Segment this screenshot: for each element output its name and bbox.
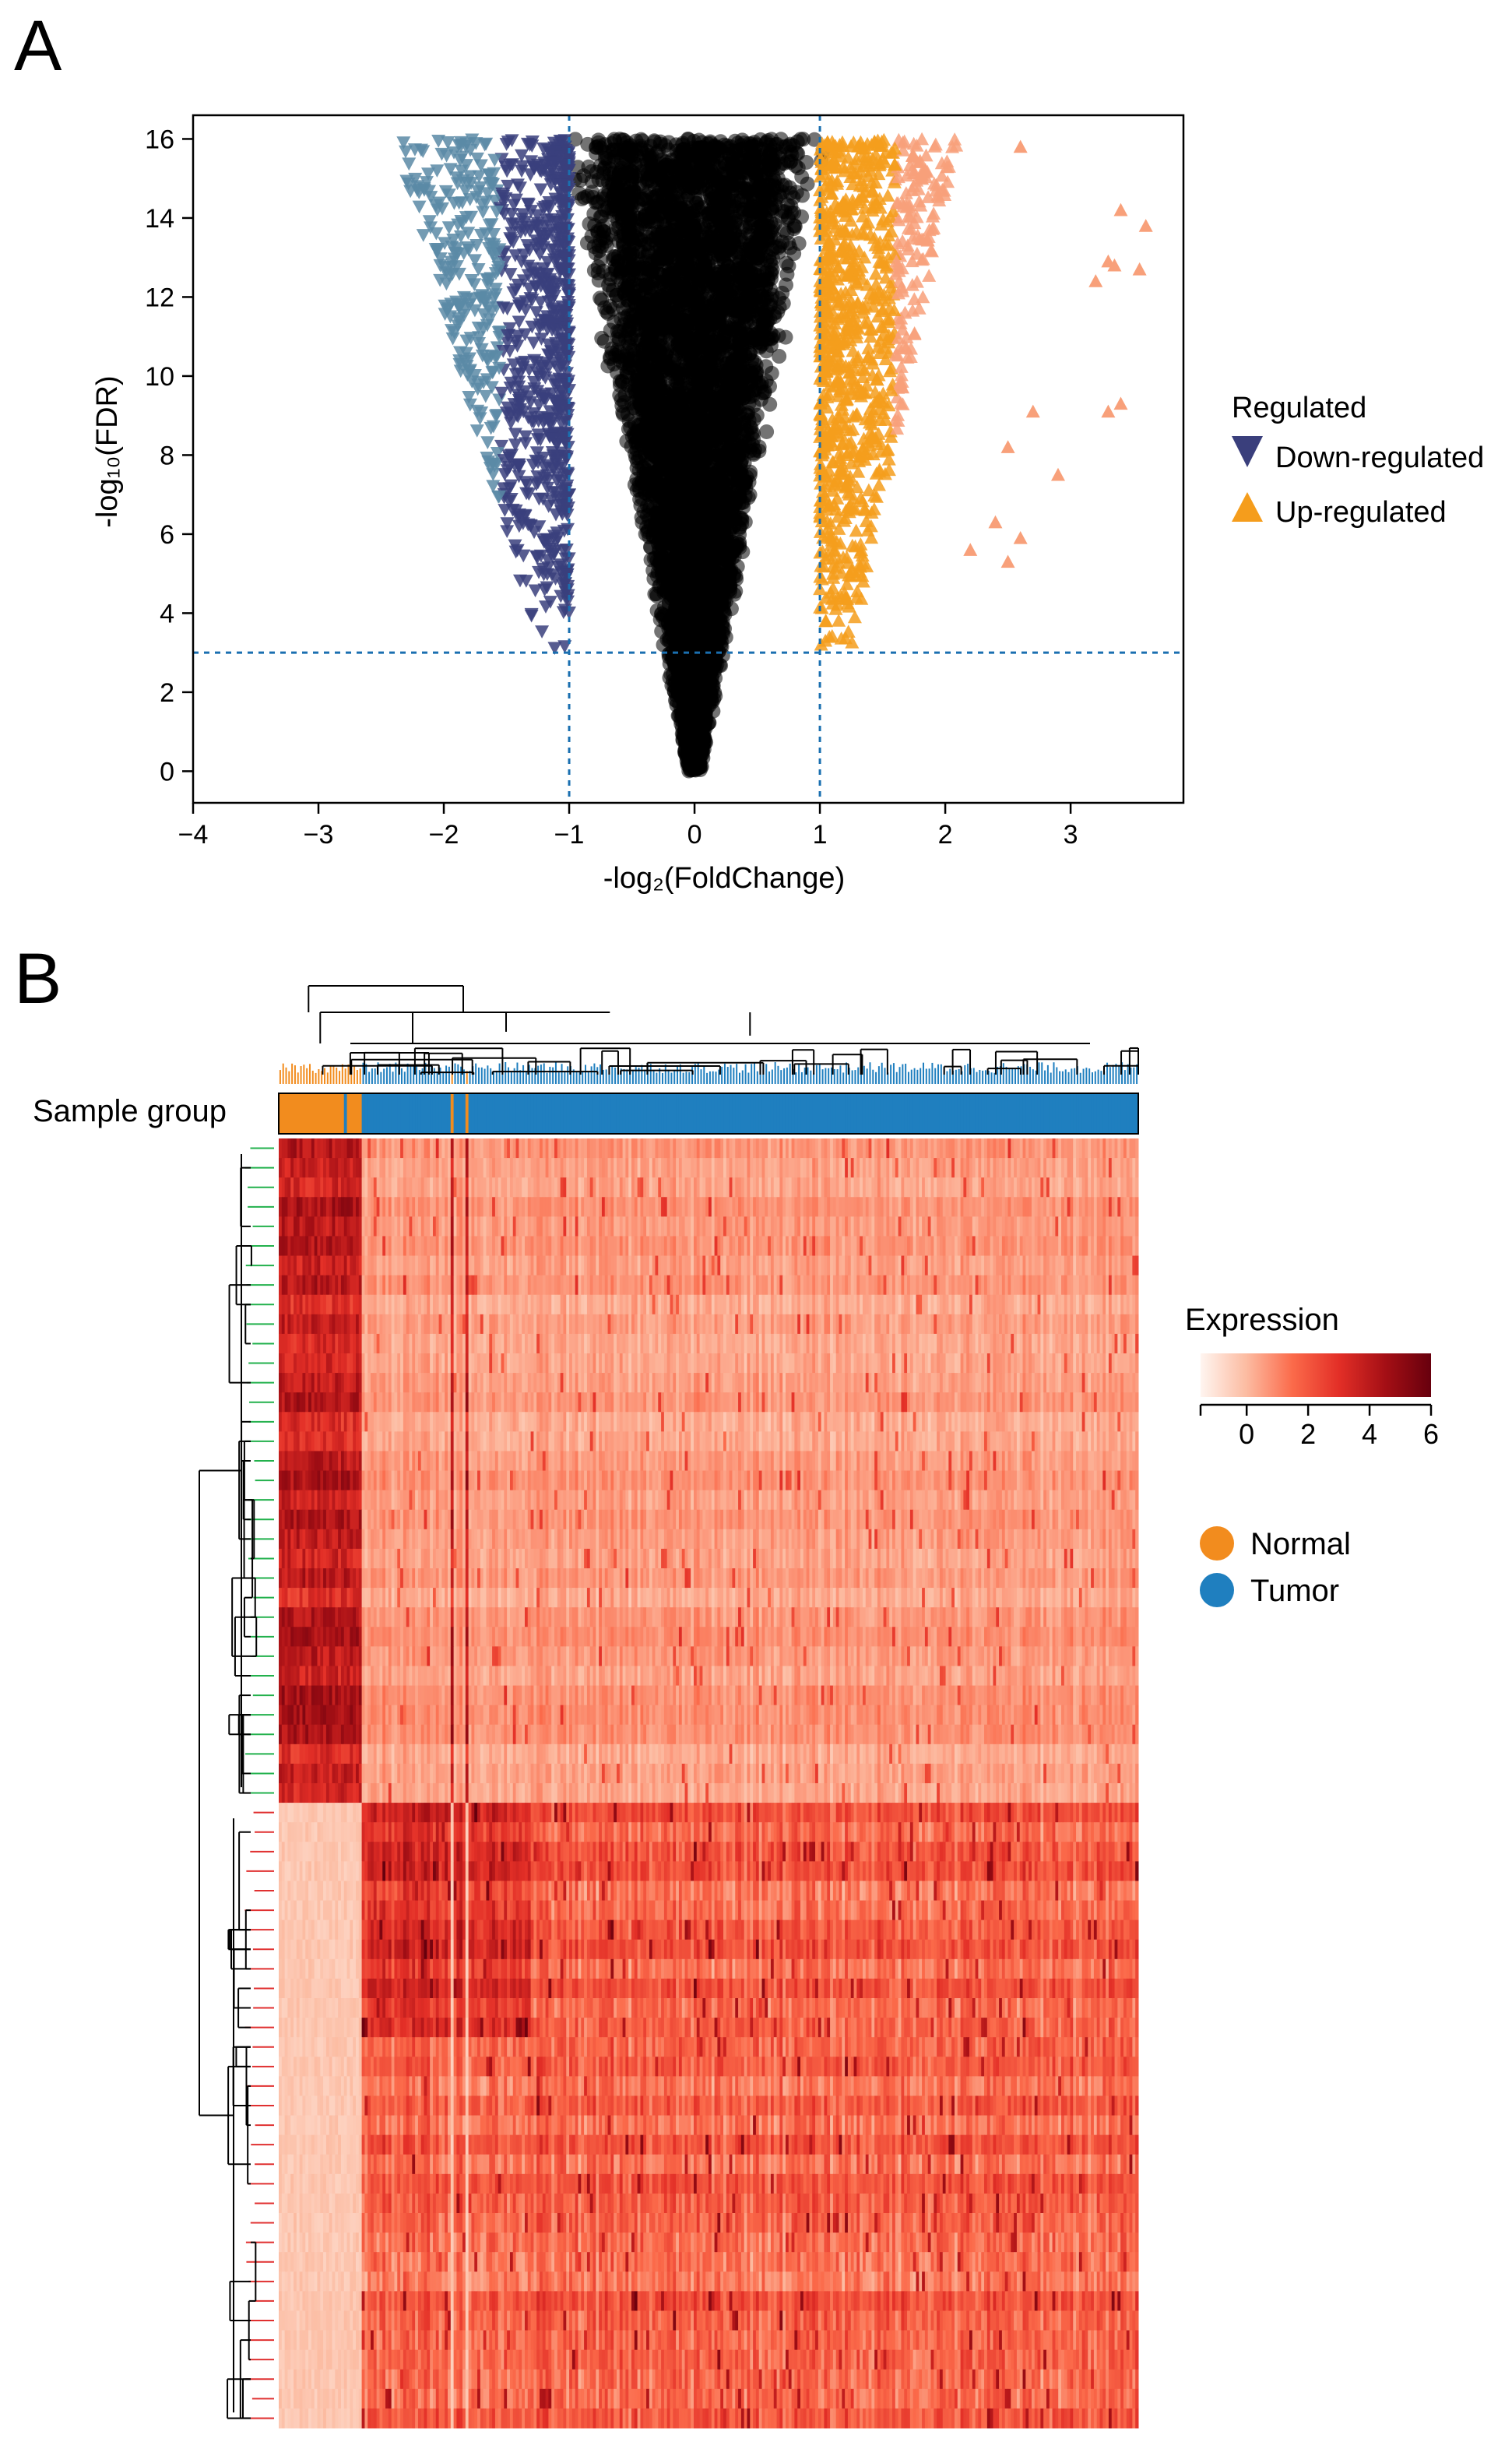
ns-point xyxy=(772,349,786,364)
figure: A −4 −3 −2 −1 0 1 2 3 0 2 4 6 8 10 12 14 16 -log₂(FoldC… xyxy=(0,0,1512,2438)
panel-a-label: A xyxy=(14,6,62,86)
figure-canvas: A −4 −3 −2 −1 0 1 2 3 0246810121416 -log₂(FoldC… xyxy=(0,0,1512,2438)
volcano-points xyxy=(396,132,1152,778)
ns-point xyxy=(759,424,774,439)
